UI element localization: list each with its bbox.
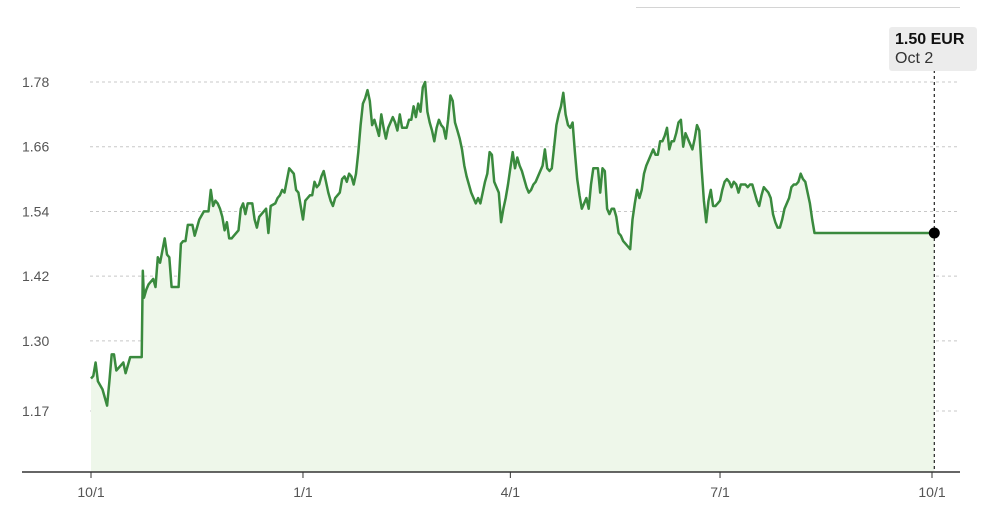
- tooltip-date: Oct 2: [895, 50, 934, 67]
- price-area-fill: [91, 82, 935, 472]
- x-tick-label: 10/1: [918, 484, 945, 500]
- x-tick-label: 10/1: [77, 484, 104, 500]
- tooltip-price: 1.50 EUR: [895, 31, 965, 48]
- x-tick-label: 7/1: [710, 484, 730, 500]
- y-tick-label: 1.66: [22, 139, 49, 155]
- y-tick-label: 1.54: [22, 203, 49, 219]
- price-line: [90, 80, 935, 407]
- x-tick-label: 1/1: [293, 484, 313, 500]
- x-tick-label: 4/1: [501, 484, 521, 500]
- y-tick-label: 1.17: [22, 403, 49, 419]
- y-tick-label: 1.78: [22, 74, 49, 90]
- price-tooltip: 1.50 EUR Oct 2: [889, 27, 977, 71]
- x-axis-ticks: 10/1 1/1 4/1 7/1 10/1: [77, 472, 946, 500]
- y-tick-label: 1.30: [22, 333, 49, 349]
- hover-point-marker: [928, 227, 940, 239]
- top-divider: [636, 0, 960, 8]
- y-axis-ticks: 1.17 1.30 1.42 1.54 1.66 1.78: [22, 74, 49, 419]
- y-tick-label: 1.42: [22, 268, 49, 284]
